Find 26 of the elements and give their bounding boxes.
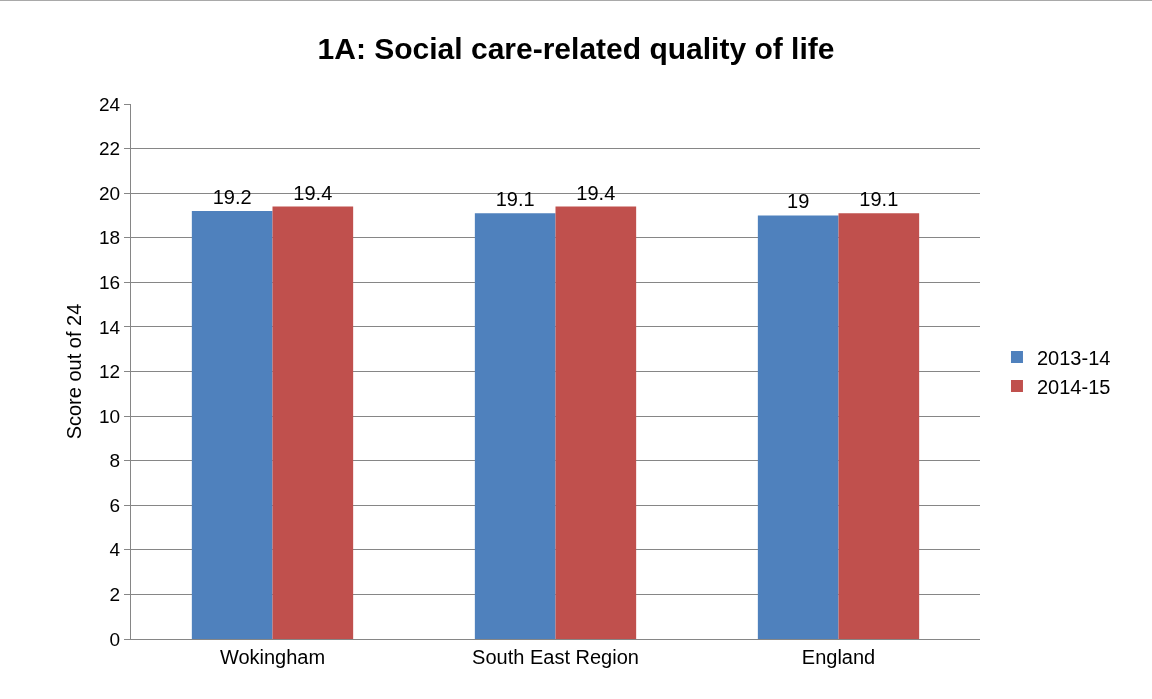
data-label: 19 [787, 190, 810, 213]
data-label: 19.2 [212, 186, 252, 208]
data-label: 19.4 [293, 181, 333, 204]
y-tick-label: 4 [109, 539, 121, 561]
y-tick-label: 24 [99, 93, 121, 115]
legend-label: 2013-14 [1036, 346, 1111, 369]
y-tick-label: 8 [109, 450, 121, 472]
y-tick-label: 22 [99, 138, 121, 160]
data-label: 19.1 [495, 188, 535, 211]
y-tick-label: 0 [109, 628, 121, 650]
data-label: 19.4 [576, 181, 616, 204]
legend-label: 2014-15 [1036, 375, 1111, 398]
y-tick-label: 12 [99, 361, 121, 383]
y-axis-title: Score out of 24 [62, 303, 85, 440]
y-tick-label: 18 [99, 227, 121, 249]
x-tick-label: South East Region [472, 646, 639, 668]
y-tick-label: 20 [99, 182, 121, 204]
data-label: 19.1 [859, 188, 899, 211]
x-tick-label: Wokingham [219, 646, 326, 668]
y-tick-label: 16 [99, 271, 121, 293]
y-tick-label: 2 [109, 584, 121, 606]
chart-title: 1A: Social care-related quality of life [317, 32, 835, 66]
x-tick-label: England [801, 646, 876, 668]
y-tick-label: 10 [99, 405, 121, 427]
y-tick-label: 6 [109, 494, 121, 516]
y-tick-label: 14 [99, 316, 121, 338]
